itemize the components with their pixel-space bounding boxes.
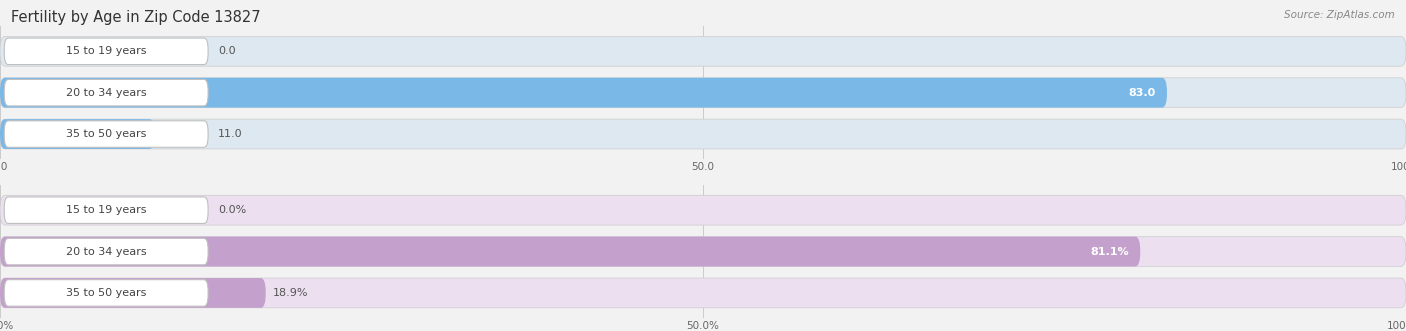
- FancyBboxPatch shape: [0, 119, 1406, 149]
- FancyBboxPatch shape: [0, 78, 1406, 108]
- Text: Fertility by Age in Zip Code 13827: Fertility by Age in Zip Code 13827: [11, 10, 262, 25]
- FancyBboxPatch shape: [0, 78, 1167, 108]
- FancyBboxPatch shape: [4, 38, 208, 65]
- FancyBboxPatch shape: [0, 237, 1406, 266]
- Text: 18.9%: 18.9%: [273, 288, 308, 298]
- Text: 35 to 50 years: 35 to 50 years: [66, 288, 146, 298]
- Text: 35 to 50 years: 35 to 50 years: [66, 129, 146, 139]
- Text: 83.0: 83.0: [1129, 88, 1156, 98]
- Text: 11.0: 11.0: [218, 129, 243, 139]
- Text: 81.1%: 81.1%: [1091, 247, 1129, 257]
- Text: 15 to 19 years: 15 to 19 years: [66, 46, 146, 56]
- Text: 20 to 34 years: 20 to 34 years: [66, 247, 146, 257]
- Text: Source: ZipAtlas.com: Source: ZipAtlas.com: [1284, 10, 1395, 20]
- FancyBboxPatch shape: [0, 237, 1140, 266]
- FancyBboxPatch shape: [0, 278, 266, 308]
- FancyBboxPatch shape: [0, 195, 1406, 225]
- Text: 0.0%: 0.0%: [218, 205, 246, 215]
- FancyBboxPatch shape: [4, 79, 208, 106]
- FancyBboxPatch shape: [4, 238, 208, 265]
- Text: 20 to 34 years: 20 to 34 years: [66, 88, 146, 98]
- Text: 15 to 19 years: 15 to 19 years: [66, 205, 146, 215]
- FancyBboxPatch shape: [4, 197, 208, 223]
- Text: 0.0: 0.0: [218, 46, 236, 56]
- FancyBboxPatch shape: [0, 36, 1406, 66]
- FancyBboxPatch shape: [4, 121, 208, 147]
- FancyBboxPatch shape: [0, 278, 1406, 308]
- FancyBboxPatch shape: [0, 119, 155, 149]
- FancyBboxPatch shape: [4, 280, 208, 306]
